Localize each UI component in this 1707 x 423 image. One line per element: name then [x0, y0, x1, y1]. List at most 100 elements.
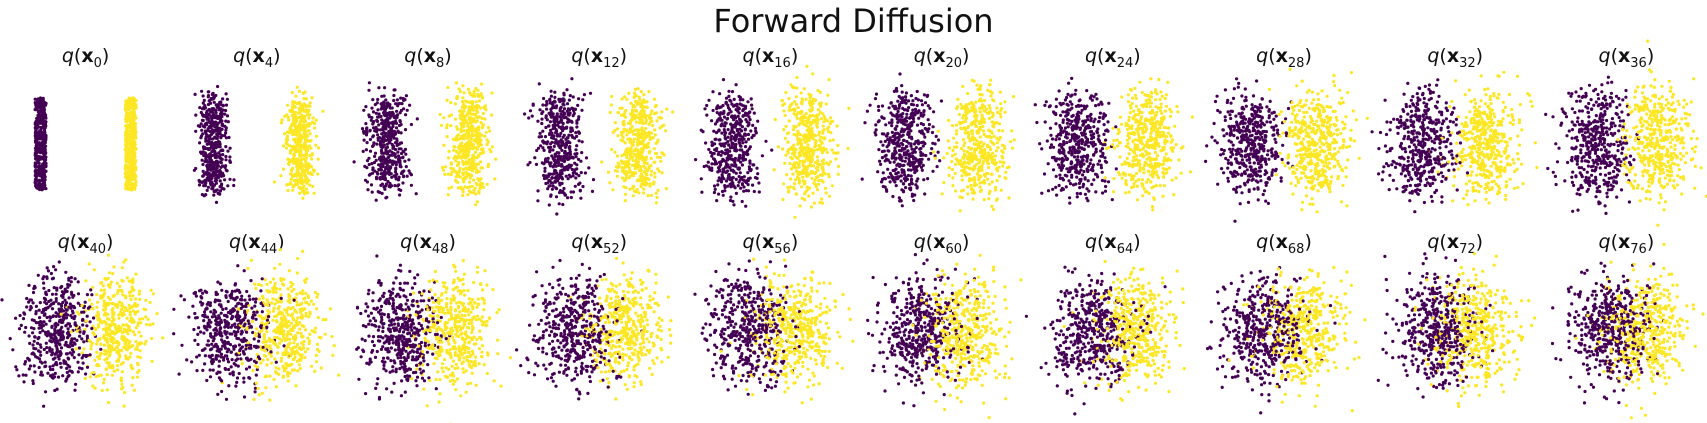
point-class-a [390, 106, 394, 110]
point-class-a [403, 128, 408, 132]
point-class-a [194, 129, 198, 133]
point-class-a [388, 103, 392, 107]
point-class-a [564, 165, 568, 169]
point-class-a [380, 121, 384, 125]
point-class-a [710, 140, 714, 144]
point-class-a [223, 134, 227, 138]
point-class-b [305, 148, 309, 153]
point-class-b [464, 175, 468, 179]
point-class-a [736, 184, 740, 188]
point-class-b [810, 156, 814, 160]
point-class-b [981, 125, 985, 129]
point-class-b [810, 135, 814, 139]
point-class-a [738, 98, 742, 102]
point-class-b [824, 102, 829, 106]
point-class-a [724, 179, 729, 183]
point-class-b [947, 118, 951, 123]
point-class-a [748, 167, 752, 171]
point-class-a [706, 160, 710, 164]
point-class-a [547, 203, 551, 207]
point-class-b [123, 167, 127, 171]
point-class-b [281, 167, 286, 171]
point-class-a [739, 177, 744, 181]
point-class-b [310, 96, 314, 100]
point-class-a [699, 177, 703, 181]
point-class-b [311, 184, 315, 188]
point-class-b [461, 187, 465, 191]
point-class-b [1001, 129, 1005, 133]
point-class-a [750, 103, 754, 107]
point-class-a [735, 133, 739, 137]
point-class-a [37, 99, 41, 103]
point-class-a [377, 168, 381, 172]
point-class-a [378, 177, 382, 181]
point-class-a [580, 108, 584, 112]
point-class-a [545, 118, 549, 122]
point-class-b [801, 175, 805, 179]
point-class-b [129, 161, 133, 165]
point-class-a [380, 163, 384, 167]
point-class-a [915, 123, 920, 127]
point-class-a [562, 98, 566, 102]
point-class-b [647, 151, 652, 155]
point-class-b [785, 132, 790, 136]
point-class-a [211, 147, 215, 151]
point-class-b [987, 128, 991, 132]
point-class-b [637, 163, 641, 167]
point-class-b [461, 161, 465, 165]
point-class-b [638, 116, 642, 120]
point-class-a [729, 154, 733, 158]
point-class-a [536, 146, 541, 150]
point-class-b [473, 112, 477, 117]
point-class-a [739, 119, 744, 123]
point-class-b [654, 191, 658, 195]
point-class-b [466, 186, 470, 190]
point-class-b [823, 136, 827, 140]
point-class-b [821, 168, 825, 172]
point-class-b [303, 163, 307, 167]
point-class-a [203, 129, 208, 133]
point-class-b [980, 113, 984, 117]
point-class-b [474, 86, 478, 91]
point-class-b [467, 117, 472, 121]
point-class-a [716, 104, 720, 108]
point-class-a [395, 98, 399, 102]
point-class-a [373, 169, 377, 173]
point-class-a [33, 126, 37, 130]
point-class-a [43, 101, 47, 105]
point-class-b [656, 188, 660, 192]
point-class-a [934, 134, 938, 138]
point-class-b [294, 94, 298, 98]
point-class-b [831, 138, 835, 142]
point-class-b [783, 102, 787, 106]
point-class-b [831, 119, 835, 123]
point-class-a [545, 107, 549, 111]
point-class-a [569, 127, 574, 131]
point-class-a [709, 150, 713, 154]
point-class-b [461, 193, 465, 197]
point-class-b [960, 174, 964, 178]
point-class-b [636, 141, 640, 145]
point-class-a [363, 178, 368, 182]
point-class-b [932, 150, 936, 154]
scatter-panel-t4: q(x4) [192, 45, 325, 204]
point-class-b [629, 146, 633, 150]
point-class-a [376, 108, 380, 112]
point-class-a [711, 90, 715, 94]
point-class-b [453, 154, 457, 158]
point-class-b [995, 178, 999, 183]
point-class-a [591, 178, 596, 182]
point-class-a [212, 193, 216, 197]
point-class-a [194, 113, 198, 117]
point-class-b [791, 172, 795, 176]
point-class-b [974, 100, 978, 104]
point-class-b [312, 191, 316, 195]
point-class-a [392, 129, 396, 133]
point-class-b [794, 192, 799, 196]
point-class-a [224, 158, 228, 162]
point-class-a [737, 122, 741, 126]
point-class-b [126, 105, 130, 109]
point-class-a [733, 186, 737, 190]
point-class-b [811, 72, 815, 76]
point-class-b [134, 103, 138, 107]
